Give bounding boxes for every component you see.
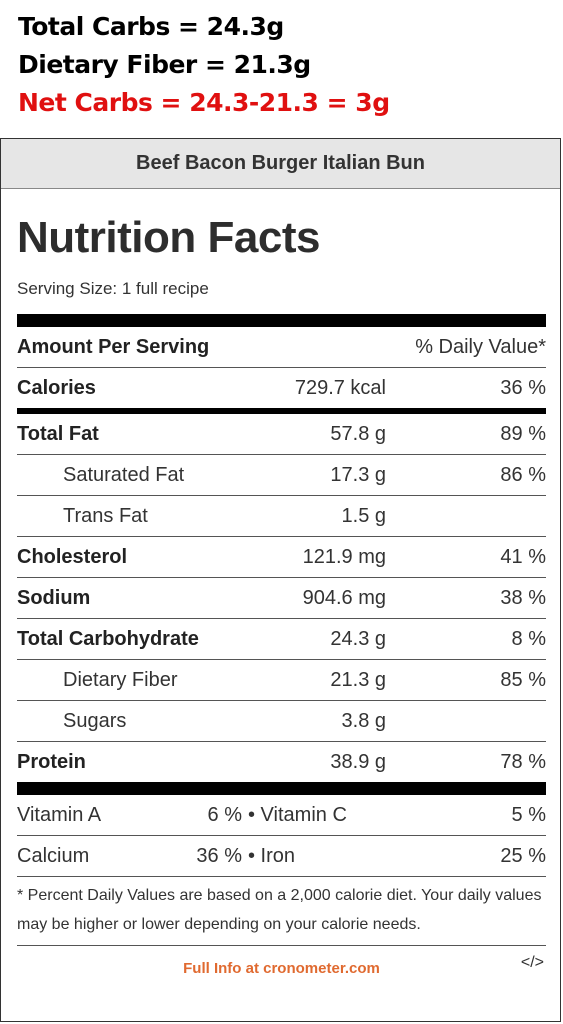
nutrient-name: Total Carbohydrate bbox=[17, 627, 199, 650]
nutrient-daily-value: 86 % bbox=[500, 463, 546, 486]
total-carbs-line: Total Carbs = 24.3g bbox=[18, 12, 284, 41]
vitamin-name: • Iron bbox=[248, 844, 296, 867]
dietary-fiber-line: Dietary Fiber = 21.3g bbox=[18, 50, 311, 79]
nutrient-amount: 121.9 mg bbox=[302, 545, 386, 568]
nutrient-name: Protein bbox=[17, 750, 86, 773]
calories-row: Calories 729.7 kcal 36 % bbox=[17, 368, 546, 408]
nutrient-amount: 729.7 kcal bbox=[294, 376, 386, 399]
nutrient-daily-value: 41 % bbox=[500, 545, 546, 568]
nutrient-amount: 17.3 g bbox=[330, 463, 386, 486]
label-footer: Full Info at cronometer.com </> bbox=[17, 946, 546, 990]
nutrient-name: Total Fat bbox=[17, 422, 99, 445]
divider-thick bbox=[17, 782, 546, 795]
vitamin-value: 36 % bbox=[196, 844, 242, 867]
nutrient-amount: 57.8 g bbox=[330, 422, 386, 445]
nutrient-name: Calories bbox=[17, 376, 96, 399]
vitamin-name: Calcium bbox=[17, 844, 90, 867]
nutrient-row-total-carbohydrate: Total Carbohydrate 24.3 g 8 % bbox=[17, 619, 546, 660]
nutrient-name: Cholesterol bbox=[17, 545, 128, 568]
nutrient-daily-value: 8 % bbox=[511, 627, 546, 650]
nutrient-name: Sugars bbox=[63, 709, 127, 732]
nutrient-row-protein: Protein 38.9 g 78 % bbox=[17, 742, 546, 782]
vitamin-row: Vitamin A 6 % • Vitamin C 5 % bbox=[17, 795, 546, 836]
nutrition-facts-panel: Nutrition Facts Serving Size: 1 full rec… bbox=[17, 189, 546, 990]
nutrient-row-dietary-fiber: Dietary Fiber 21.3 g 85 % bbox=[17, 660, 546, 701]
nutrient-amount: 3.8 g bbox=[341, 709, 386, 732]
nutrient-name: Saturated Fat bbox=[63, 463, 185, 486]
nutrient-name: Trans Fat bbox=[63, 504, 148, 527]
recipe-title: Beef Bacon Burger Italian Bun bbox=[1, 139, 560, 189]
nutrition-label-card: Beef Bacon Burger Italian Bun Nutrition … bbox=[0, 138, 561, 1022]
nutrient-daily-value: 36 % bbox=[500, 376, 546, 399]
embed-code-icon[interactable]: </> bbox=[520, 954, 544, 971]
daily-value-footnote: * Percent Daily Values are based on a 2,… bbox=[17, 877, 546, 946]
divider-thick bbox=[17, 314, 546, 327]
carb-summary: Total Carbs = 24.3g Dietary Fiber = 21.3… bbox=[18, 8, 390, 122]
nutrient-row-trans-fat: Trans Fat 1.5 g bbox=[17, 496, 546, 537]
nutrient-amount: 21.3 g bbox=[330, 668, 386, 691]
vitamin-value: 25 % bbox=[500, 844, 546, 867]
nutrient-amount: 904.6 mg bbox=[302, 586, 386, 609]
nutrient-daily-value: 89 % bbox=[500, 422, 546, 445]
vitamin-name: Vitamin A bbox=[17, 803, 102, 826]
nutrient-daily-value: 38 % bbox=[500, 586, 546, 609]
net-carbs-line: Net Carbs = 24.3-21.3 = 3g bbox=[18, 88, 390, 117]
nutrient-daily-value: 85 % bbox=[500, 668, 546, 691]
daily-value-header: % Daily Value* bbox=[415, 335, 546, 358]
amount-per-serving-header: Amount Per Serving % Daily Value* bbox=[17, 327, 546, 368]
vitamin-value: 5 % bbox=[511, 803, 546, 826]
nutrient-row-sodium: Sodium 904.6 mg 38 % bbox=[17, 578, 546, 619]
nutrition-facts-heading: Nutrition Facts bbox=[17, 213, 320, 262]
divider-medium bbox=[17, 408, 546, 414]
nutrient-row-saturated-fat: Saturated Fat 17.3 g 86 % bbox=[17, 455, 546, 496]
nutrient-row-total-fat: Total Fat 57.8 g 89 % bbox=[17, 414, 546, 455]
nutrient-row-cholesterol: Cholesterol 121.9 mg 41 % bbox=[17, 537, 546, 578]
full-info-link[interactable]: Full Info at cronometer.com bbox=[183, 959, 380, 977]
vitamin-value: 6 % bbox=[207, 803, 242, 826]
vitamin-row: Calcium 36 % • Iron 25 % bbox=[17, 836, 546, 877]
nutrient-row-sugars: Sugars 3.8 g bbox=[17, 701, 546, 742]
nutrient-amount: 38.9 g bbox=[330, 750, 386, 773]
nutrient-name: Sodium bbox=[17, 586, 91, 609]
vitamin-name: • Vitamin C bbox=[248, 803, 347, 826]
amount-per-serving-label: Amount Per Serving bbox=[17, 335, 210, 358]
nutrient-daily-value: 78 % bbox=[500, 750, 546, 773]
nutrient-name: Dietary Fiber bbox=[63, 668, 178, 691]
serving-size: Serving Size: 1 full recipe bbox=[17, 279, 209, 298]
nutrient-amount: 24.3 g bbox=[330, 627, 386, 650]
nutrient-amount: 1.5 g bbox=[341, 504, 386, 527]
